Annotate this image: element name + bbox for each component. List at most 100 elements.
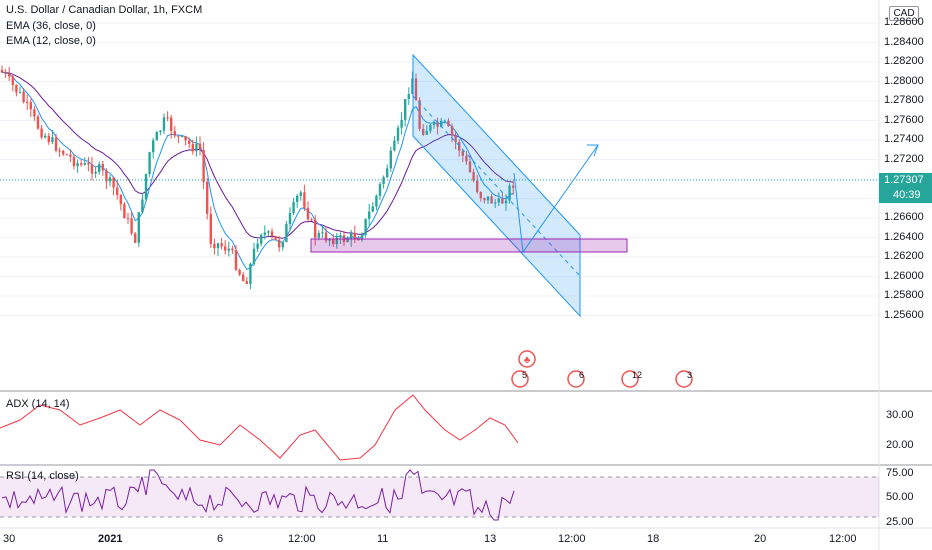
candle-body: [512, 185, 515, 188]
candle-body: [0, 70, 4, 73]
candle-body: [332, 238, 335, 245]
candle-body: [461, 150, 464, 156]
candle-body: [371, 206, 374, 212]
candle-body: [418, 100, 421, 129]
us-flag-icon[interactable]: [511, 370, 529, 388]
candle-body: [458, 142, 461, 151]
candle-body: [69, 154, 72, 157]
candle-body: [112, 177, 115, 188]
time-axis-label: 18: [647, 533, 660, 545]
candle-body: [375, 195, 378, 207]
candle-body: [202, 149, 205, 182]
candle-body: [450, 126, 454, 136]
candle-body: [44, 135, 47, 138]
candle-body: [357, 239, 360, 241]
event-count: 12: [632, 370, 643, 380]
candle-body: [252, 248, 256, 264]
candle-body: [29, 102, 32, 110]
ema-12-line: [1, 71, 514, 271]
candle-body: [260, 234, 263, 244]
candle-body: [440, 120, 443, 127]
candle-body: [119, 194, 122, 205]
candle-body: [47, 135, 50, 143]
candle-body: [224, 246, 227, 251]
candle-body: [65, 154, 68, 156]
candle-body: [476, 180, 479, 193]
adx-pane-label[interactable]: ADX (14, 14): [6, 398, 70, 410]
candle-body: [177, 135, 180, 137]
price-axis-label: 1.28600: [884, 16, 924, 28]
candle-body: [126, 218, 130, 220]
candle-body: [123, 204, 126, 219]
candle-body: [335, 237, 338, 245]
projection-arrow[interactable]: [513, 144, 599, 254]
candle-body: [18, 91, 22, 93]
descending-channel-drawing[interactable]: [412, 53, 581, 318]
candle-body: [101, 164, 104, 171]
support-zone-rectangle[interactable]: [310, 238, 628, 253]
currency-badge[interactable]: CAD: [889, 6, 919, 21]
price-axis-label: 1.27400: [884, 133, 924, 145]
candle-body: [8, 73, 11, 77]
candle-body: [389, 150, 392, 169]
candle-body: [508, 185, 511, 201]
candle-body: [148, 152, 151, 174]
candle-body: [170, 117, 173, 132]
candle-body: [407, 94, 410, 100]
candle-body: [504, 200, 508, 204]
candle-body: [98, 164, 101, 172]
candle-body: [134, 233, 137, 243]
candle-body: [393, 140, 396, 151]
candle-body: [321, 232, 324, 234]
canada-flag-icon[interactable]: [518, 350, 536, 368]
time-axis-label: 30: [3, 533, 16, 545]
candle-body: [209, 213, 212, 244]
symbol-legend[interactable]: U.S. Dollar / Canadian Dollar, 1h, FXCM: [6, 4, 203, 16]
candle-body: [425, 130, 428, 135]
candle-body: [22, 91, 25, 103]
candle-body: [483, 198, 486, 201]
candle-body: [411, 78, 414, 95]
candle-body: [454, 135, 457, 143]
candle-body: [191, 143, 194, 152]
price-axis-label: 1.26000: [884, 269, 924, 282]
candle-body: [51, 137, 54, 143]
candle-body: [296, 195, 299, 202]
candle-body: [216, 243, 220, 249]
price-axis-label: 1.27800: [884, 94, 924, 106]
us-flag-icon[interactable]: [621, 370, 639, 388]
price-axis-label: 1.28400: [884, 35, 924, 48]
price-axis-label: 1.27200: [884, 152, 924, 165]
candle-body: [231, 248, 234, 251]
candle-body: [238, 269, 241, 275]
candle-body: [263, 232, 266, 235]
candle-body: [130, 218, 133, 234]
candle-body: [141, 199, 144, 213]
us-flag-icon[interactable]: [567, 370, 585, 388]
candle-body: [58, 150, 61, 152]
candle-body: [144, 173, 148, 200]
candle-body: [494, 202, 497, 204]
candle-body: [83, 163, 86, 165]
economic-events[interactable]: ♣: [511, 350, 693, 388]
candle-body: [256, 243, 259, 249]
candle-body: [414, 78, 418, 101]
candle-body: [364, 218, 367, 235]
ema-12-legend[interactable]: EMA (12, close, 0): [6, 35, 96, 47]
event-count: 5: [522, 370, 528, 380]
candle-body: [422, 128, 425, 135]
candle-body: [80, 163, 83, 165]
candle-body: [353, 232, 356, 240]
price-axis-label: 1.28000: [884, 74, 924, 87]
candle-body: [26, 102, 29, 104]
ema-36-legend[interactable]: EMA (36, close, 0): [6, 20, 96, 32]
candle-body: [472, 172, 475, 181]
price-axis-label: 1.26600: [884, 211, 924, 223]
canada-flag-icon[interactable]: [675, 370, 693, 388]
rsi-pane-label[interactable]: RSI (14, close): [6, 470, 79, 482]
candle-body: [267, 231, 270, 233]
candle-body: [166, 117, 169, 119]
rsi-tick: 25.00: [886, 516, 914, 528]
